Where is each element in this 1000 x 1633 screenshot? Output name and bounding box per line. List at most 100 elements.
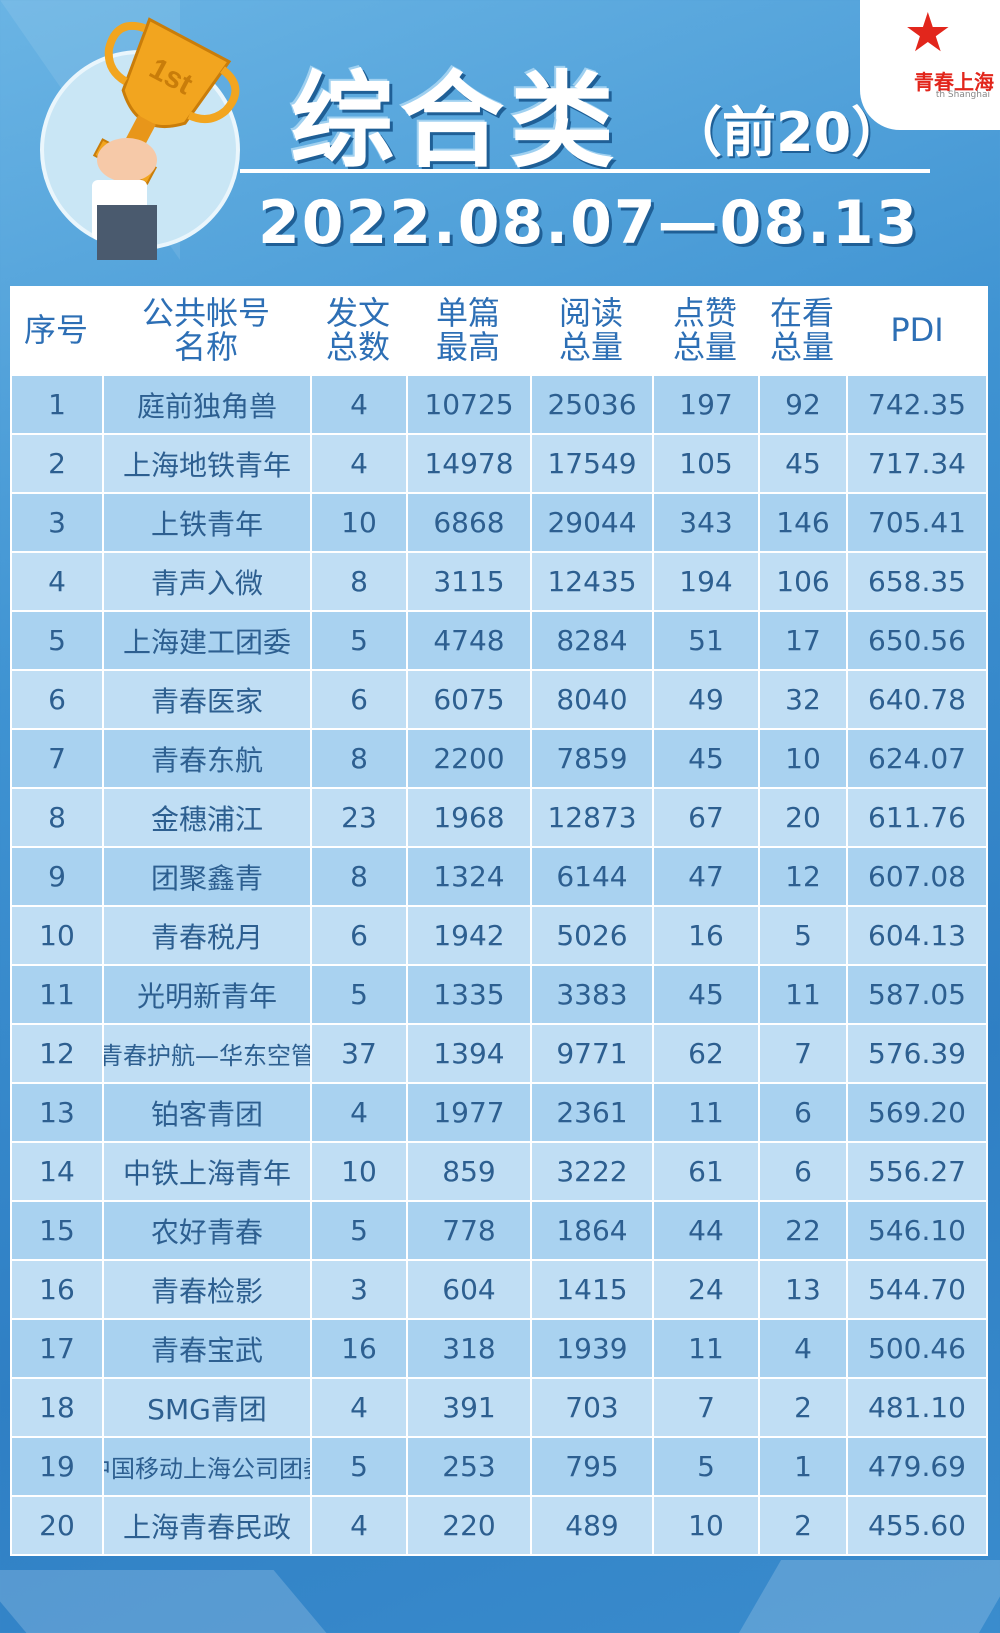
table-cell: 9 — [12, 848, 104, 907]
table-cell: 5 — [312, 612, 408, 671]
ranking-table: 序号 公共帐号 名称 发文 总数 单篇 最高 阅读 总量 点赞 总量 在看 总量 PDI 1 庭前独角兽 4 1… — [10, 286, 988, 1556]
table-cell: 16 — [12, 1261, 104, 1320]
column-header-line: PDI — [890, 311, 944, 349]
table-cell: 8 — [312, 730, 408, 789]
table-cell: 11 — [12, 966, 104, 1025]
table-cell: 6 — [312, 671, 408, 730]
table-cell: 106 — [760, 553, 848, 612]
column-header-line: 点赞 — [672, 294, 737, 332]
table-cell: 576.39 — [848, 1025, 986, 1084]
title-divider — [240, 169, 930, 173]
table-cell: 5 — [760, 907, 848, 966]
table-cell: 4 — [312, 1084, 408, 1143]
table-cell: 10 — [312, 1143, 408, 1202]
table-cell: 220 — [408, 1497, 532, 1556]
table-cell: 14978 — [408, 435, 532, 494]
account-name-cell: SMG青团 — [104, 1379, 312, 1438]
table-row: 1 庭前独角兽 4 10725 25036 197 92 742.35 — [12, 376, 986, 435]
table-cell: 197 — [654, 376, 760, 435]
table-row: 3 上铁青年 10 6868 29044 343 146 705.41 — [12, 494, 986, 553]
table-cell: 604.13 — [848, 907, 986, 966]
table-cell: 607.08 — [848, 848, 986, 907]
table-cell: 717.34 — [848, 435, 986, 494]
column-header: 单篇 最高 — [406, 286, 530, 374]
table-row: 10 青春税月 6 1942 5026 16 5 604.13 — [12, 907, 986, 966]
table-cell: 1415 — [532, 1261, 654, 1320]
table-cell: 8 — [12, 789, 104, 848]
table-cell: 253 — [408, 1438, 532, 1497]
table-cell: 587.05 — [848, 966, 986, 1025]
table-cell: 658.35 — [848, 553, 986, 612]
table-cell: 1 — [760, 1438, 848, 1497]
table-cell: 5026 — [532, 907, 654, 966]
table-cell: 12873 — [532, 789, 654, 848]
table-cell: 10725 — [408, 376, 532, 435]
table-cell: 105 — [654, 435, 760, 494]
table-cell: 12435 — [532, 553, 654, 612]
table-cell: 4748 — [408, 612, 532, 671]
table-cell: 11 — [654, 1320, 760, 1379]
table-cell: 23 — [312, 789, 408, 848]
table-cell: 2361 — [532, 1084, 654, 1143]
table-row: 11 光明新青年 5 1335 3383 45 11 587.05 — [12, 966, 986, 1025]
table-cell: 1942 — [408, 907, 532, 966]
table-cell: 9771 — [532, 1025, 654, 1084]
table-cell: 6 — [12, 671, 104, 730]
table-row: 12 青春护航—华东空管 37 1394 9771 62 7 576.39 — [12, 1025, 986, 1084]
table-row: 18 SMG青团 4 391 703 7 2 481.10 — [12, 1379, 986, 1438]
table-cell: 481.10 — [848, 1379, 986, 1438]
table-cell: 5 — [312, 1202, 408, 1261]
table-cell: 17 — [760, 612, 848, 671]
table-cell: 500.46 — [848, 1320, 986, 1379]
date-range: 2022.08.07—08.13 — [258, 188, 920, 258]
table-cell: 604 — [408, 1261, 532, 1320]
table-cell: 47 — [654, 848, 760, 907]
table-cell: 18 — [12, 1379, 104, 1438]
account-name-cell: 上海青春民政 — [104, 1497, 312, 1556]
account-name-cell: 上铁青年 — [104, 494, 312, 553]
column-header-line: 总量 — [769, 328, 834, 366]
table-cell: 5 — [12, 612, 104, 671]
table-cell: 1335 — [408, 966, 532, 1025]
brand-logo: ★ 青春上海 th Shanghai — [860, 0, 1000, 130]
table-cell: 5 — [654, 1438, 760, 1497]
account-name-cell: 上海建工团委 — [104, 612, 312, 671]
column-header-line: 阅读 — [558, 294, 623, 332]
table-row: 8 金穗浦江 23 1968 12873 67 20 611.76 — [12, 789, 986, 848]
account-name-cell: 光明新青年 — [104, 966, 312, 1025]
table-row: 2 上海地铁青年 4 14978 17549 105 45 717.34 — [12, 435, 986, 494]
table-cell: 569.20 — [848, 1084, 986, 1143]
table-cell: 11 — [654, 1084, 760, 1143]
table-cell: 2 — [760, 1379, 848, 1438]
table-cell: 455.60 — [848, 1497, 986, 1556]
account-name-cell: 农好青春 — [104, 1202, 312, 1261]
table-cell: 650.56 — [848, 612, 986, 671]
table-cell: 62 — [654, 1025, 760, 1084]
table-cell: 1324 — [408, 848, 532, 907]
table-cell: 8040 — [532, 671, 654, 730]
table-cell: 49 — [654, 671, 760, 730]
background-shard — [0, 1570, 327, 1633]
column-header-line: 公共帐号 — [141, 294, 270, 332]
column-header-line: 发文 — [325, 294, 390, 332]
table-row: 15 农好青春 5 778 1864 44 22 546.10 — [12, 1202, 986, 1261]
table-cell: 10 — [312, 494, 408, 553]
table-row: 19中国移动上海公司团委525379551479.69 — [12, 1438, 986, 1497]
table-cell: 795 — [532, 1438, 654, 1497]
account-name-cell: 庭前独角兽 — [104, 376, 312, 435]
table-row: 20 上海青春民政 4 220 489 10 2 455.60 — [12, 1497, 986, 1556]
table-body: 1 庭前独角兽 4 10725 25036 197 92 742.35 2 上海地铁青年 4 1497… — [12, 376, 986, 1556]
logo-subtext: th Shanghai — [935, 90, 990, 100]
account-name-cell: 青春医家 — [104, 671, 312, 730]
account-name-cell: 青春检影 — [104, 1261, 312, 1320]
table-cell: 12 — [12, 1025, 104, 1084]
table-cell: 3 — [312, 1261, 408, 1320]
table-cell: 13 — [12, 1084, 104, 1143]
table-row: 6 青春医家 6 6075 8040 49 32 640.78 — [12, 671, 986, 730]
table-cell: 19 — [12, 1438, 104, 1497]
table-cell: 3222 — [532, 1143, 654, 1202]
table-cell: 61 — [654, 1143, 760, 1202]
table-cell: 92 — [760, 376, 848, 435]
table-cell: 6868 — [408, 494, 532, 553]
table-cell: 556.27 — [848, 1143, 986, 1202]
